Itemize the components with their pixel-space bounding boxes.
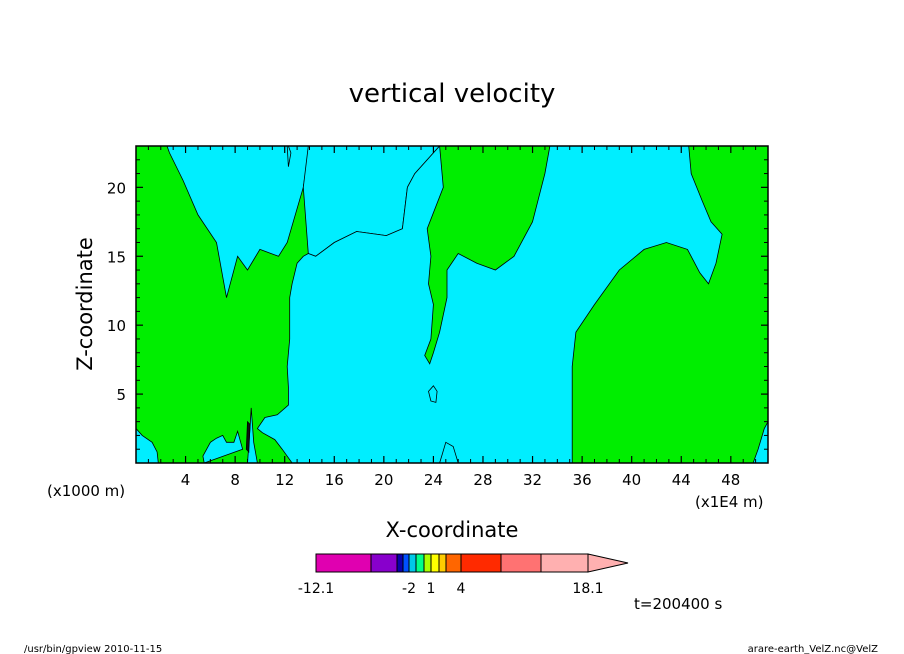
x-tick-label: 28 [473,471,492,489]
colorbar-segment [402,553,410,573]
x-tick-label: 32 [523,471,542,489]
contour-region-dark [245,420,251,454]
colorbar-segment [540,553,589,573]
colorbar-segment [430,553,440,573]
y-tick-label: 15 [107,248,126,266]
x-tick-label: 48 [721,471,740,489]
colorbar-segment [370,553,398,573]
contour-region-cyan [428,385,438,403]
x-tick-label: 12 [275,471,294,489]
footer-right: arare-earth_VelZ.nc@VelZ [748,644,879,654]
colorbar-segment [408,553,417,573]
contour-region-cyan [136,427,159,463]
colorbar: -12.1 -2 1 4 18.1 [298,553,629,597]
y-unit-label: (x1000 m) [47,482,125,500]
colorbar-segment [423,553,432,573]
x-axis: 4 8 12 16 20 24 28 32 36 40 44 48 [147,146,757,489]
x-tick-label: 24 [424,471,443,489]
contour-region-cyan [202,429,244,463]
colorbar-segment [415,553,425,573]
colorbar-extension [587,553,629,573]
y-axis: 5 10 15 20 [107,159,768,450]
x-tick-label: 4 [181,471,191,489]
colorbar-segment [396,553,404,573]
x-axis-label: X-coordinate [386,518,519,542]
x-tick-label: 40 [622,471,641,489]
plot-frame [135,145,769,464]
x-tick-label: 20 [374,471,393,489]
x-tick-label: 44 [672,471,691,489]
colorbar-tick-label: 4 [457,581,466,597]
colorbar-tick-label: -12.1 [298,581,334,597]
contour-region-cyan [256,146,723,463]
colorbar-segment [460,553,502,573]
plot-area [135,145,769,464]
colorbar-segment [438,553,447,573]
y-tick-label: 10 [107,317,126,335]
y-axis-label: Z-coordinate [73,237,97,371]
colorbar-segment [315,553,372,573]
colorbar-segment [500,553,542,573]
x-tick-label: 36 [573,471,592,489]
colorbar-tick-label: -2 [402,581,416,597]
colorbar-tick-label: 1 [427,581,436,597]
x-unit-label: (x1E4 m) [695,493,764,511]
colorbar-segment [445,553,462,573]
chart-title: vertical velocity [349,79,556,109]
x-tick-label: 8 [230,471,240,489]
contour-region-cyan [439,441,459,463]
y-tick-label: 20 [107,179,126,197]
y-tick-label: 5 [116,386,126,404]
x-tick-label: 16 [325,471,344,489]
contour-region-cyan [286,146,292,167]
contour-region-cyan [166,146,310,298]
contour-region-cyan [752,421,768,463]
colorbar-tick-label: 18.1 [572,581,603,597]
time-label: t=200400 s [634,595,722,613]
footer-left: /usr/bin/gpview 2010-11-15 [24,644,162,654]
